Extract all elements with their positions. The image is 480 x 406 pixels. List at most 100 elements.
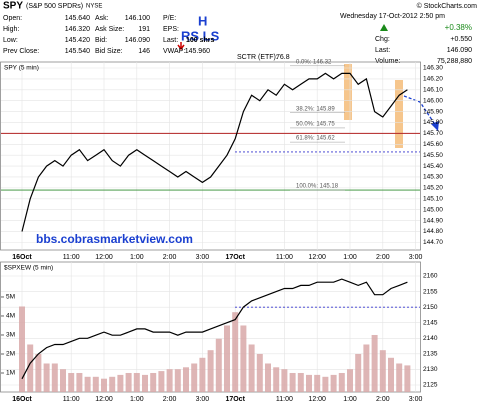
down-arrow <box>177 42 185 51</box>
y-tick-label: 145.60 <box>423 141 443 148</box>
panel-title: SPY (5 min) <box>4 65 39 72</box>
field-value: 146.090 <box>125 37 150 44</box>
volume-bar <box>76 372 83 392</box>
volume-bar <box>396 363 403 392</box>
y-tick-label: 145.90 <box>423 108 443 115</box>
price-line <box>21 72 408 232</box>
x-tick-label: 17Oct <box>225 254 245 261</box>
y-tick-label: 2130 <box>423 366 438 373</box>
pattern-rs-ls: RS LS <box>181 28 220 43</box>
x-tick-label: 2:00 <box>376 396 390 403</box>
field-label: Volume: <box>375 58 400 65</box>
x-tick-label: 3:00 <box>409 254 423 261</box>
field-label: Low: <box>3 37 18 44</box>
field-label: Bid Size: <box>95 48 123 55</box>
exchange: NYSE <box>86 4 102 10</box>
volume-bar <box>248 344 255 392</box>
volume-bar <box>224 325 230 392</box>
volume-bar <box>125 372 132 392</box>
volume-bar <box>281 369 288 392</box>
sctr-label: SCTR (ETF): <box>237 54 278 61</box>
volume-bar <box>314 374 321 392</box>
x-tick-label: 1:00 <box>130 254 144 261</box>
y2-tick-label: 1M <box>6 370 15 377</box>
shoulder-highlight <box>395 80 403 148</box>
y-tick-label: 144.80 <box>423 228 443 235</box>
volume-bar <box>363 344 370 392</box>
y-tick-label: 146.10 <box>423 87 443 94</box>
field-label: Last: <box>163 37 178 44</box>
shoulder-highlight <box>344 64 352 120</box>
volume-bar <box>101 378 107 392</box>
volume-bar <box>388 357 394 392</box>
volume-bar <box>273 367 280 392</box>
credit: © StockCharts.com <box>417 2 478 10</box>
pattern-h: H <box>198 13 207 28</box>
field-value: 145.640 <box>65 15 90 22</box>
y-tick-label: 144.90 <box>423 217 443 224</box>
y-tick-label: 146.20 <box>423 76 443 83</box>
x-tick-label: 11:00 <box>276 396 293 403</box>
volume-bar <box>117 374 124 392</box>
x-tick-label: 11:00 <box>276 254 293 261</box>
volume-bar <box>150 372 157 392</box>
volume-bar <box>347 369 353 392</box>
field-label: Ask Size: <box>95 26 124 33</box>
x-tick-label: 3:00 <box>196 396 210 403</box>
volume-bar <box>133 372 140 392</box>
volume-bar <box>371 334 378 392</box>
volume-bar <box>142 374 148 392</box>
y-tick-label: 145.40 <box>423 163 443 170</box>
field-value: 146.090 <box>447 47 472 54</box>
fib-label: 100.0%: 145.18 <box>296 184 339 190</box>
x-tick-label: 1:00 <box>130 396 144 403</box>
y-tick-label: 145.30 <box>423 174 443 181</box>
x-tick-label: 3:00 <box>409 396 423 403</box>
field-value: 191 <box>138 26 150 33</box>
y2-tick-label: 3M <box>6 332 15 339</box>
y-tick-label: 145.70 <box>423 130 443 137</box>
volume-bar <box>68 372 75 392</box>
field-value: 75,288,880 <box>437 58 472 65</box>
x-tick-label: 11:00 <box>63 396 80 403</box>
field-label: Last: <box>375 47 390 54</box>
volume-bar <box>256 353 263 392</box>
field-label: P/E: <box>163 15 176 22</box>
volume-bar <box>109 376 116 392</box>
x-tick-label: 12:00 <box>95 396 113 403</box>
x-tick-label: 12:00 <box>308 254 326 261</box>
field-value: 146.320 <box>65 26 90 33</box>
y2-tick-label: 4M <box>6 313 15 320</box>
plot-frame <box>0 61 421 251</box>
y-tick-label: 145.50 <box>423 152 443 159</box>
x-tick-label: 12:00 <box>308 396 326 403</box>
x-tick-label: 2:00 <box>376 254 390 261</box>
date: Wednesday 17-Oct-2012 2:50 pm <box>340 13 445 20</box>
volume-bar <box>379 350 386 392</box>
field-label: EPS: <box>163 26 179 33</box>
field-value: 145.420 <box>65 37 90 44</box>
y-tick-label: 145.80 <box>423 119 443 126</box>
volume-bar <box>43 363 50 392</box>
y-tick-label: 146.30 <box>423 65 443 72</box>
y2-tick-label: 2M <box>6 351 15 358</box>
x-tick-label: 1:00 <box>343 396 357 403</box>
x-tick-label: 3:00 <box>196 254 210 261</box>
sctr-value: 76.8 <box>276 54 290 61</box>
volume-bar <box>166 369 173 392</box>
volume-bar <box>404 365 411 392</box>
symbol: SPY <box>3 1 23 12</box>
y-tick-label: 2135 <box>423 351 438 358</box>
field-label: Ask: <box>95 15 109 22</box>
volume-bar <box>355 353 362 392</box>
panel-title: $SPXEW (5 min) <box>4 265 53 272</box>
volume-bar <box>158 371 165 392</box>
volume-bar <box>60 369 66 392</box>
fib-label: 61.8%: 145.62 <box>296 136 335 142</box>
x-tick-label: 12:00 <box>95 254 113 261</box>
volume-bar <box>306 374 312 392</box>
x-tick-label: 16Oct <box>12 396 32 403</box>
y-tick-label: 2160 <box>423 273 438 280</box>
